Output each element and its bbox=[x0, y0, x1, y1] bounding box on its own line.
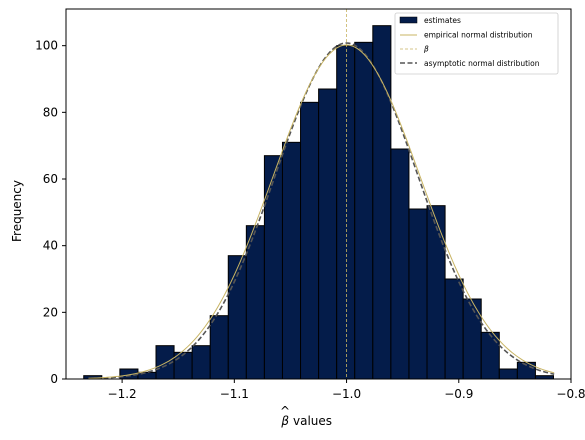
x-axis-label-text: values bbox=[293, 414, 332, 428]
histogram-bar bbox=[354, 41, 374, 380]
histogram-bar bbox=[191, 345, 211, 380]
legend-frame bbox=[394, 12, 559, 75]
histogram-bar bbox=[444, 278, 464, 380]
x-axis-label-hat-icon: ^ bbox=[280, 404, 290, 418]
histogram-bar bbox=[462, 298, 482, 380]
x-tick-label: −0.9 bbox=[444, 387, 473, 401]
legend-label-asymptotic: asymptotic normal distribution bbox=[424, 59, 540, 68]
legend: estimates empirical normal distribution … bbox=[394, 12, 559, 75]
histogram-bar bbox=[281, 141, 302, 380]
histogram-bar bbox=[408, 208, 428, 380]
histogram-bars bbox=[83, 25, 554, 380]
histogram-bar bbox=[300, 101, 320, 380]
y-tick-label: 80 bbox=[43, 105, 58, 119]
x-axis-label-symbol: β bbox=[280, 414, 289, 428]
legend-label-empirical: empirical normal distribution bbox=[424, 31, 533, 40]
histogram-bar bbox=[498, 368, 518, 380]
legend-swatch-estimates bbox=[399, 16, 418, 24]
histogram-bar bbox=[336, 45, 356, 380]
histogram-bar bbox=[209, 315, 229, 380]
x-tick-label: −1.2 bbox=[108, 387, 137, 401]
x-tick-label: −1.1 bbox=[220, 387, 249, 401]
y-tick-label: 100 bbox=[35, 39, 58, 53]
legend-label-beta: β bbox=[424, 45, 429, 54]
legend-label-estimates: estimates bbox=[424, 16, 461, 25]
y-tick-label: 40 bbox=[43, 239, 58, 253]
axes bbox=[65, 8, 572, 380]
histogram-bar bbox=[426, 205, 446, 380]
x-tick-label: −0.8 bbox=[556, 387, 585, 401]
histogram-bar bbox=[480, 331, 500, 380]
density-curves bbox=[88, 9, 555, 380]
y-tick-label: 0 bbox=[50, 372, 58, 386]
empirical-normal-curve bbox=[88, 44, 555, 379]
plot-frame bbox=[65, 8, 572, 380]
histogram-bar bbox=[318, 88, 338, 380]
histogram-bar bbox=[390, 148, 410, 380]
x-tick-label: −1.0 bbox=[332, 387, 361, 401]
y-axis-label: Frequency bbox=[10, 180, 24, 242]
x-axis-label: β ^ values bbox=[280, 404, 332, 428]
tick-marks: −1.2 −1.1 −1.0 −0.9 −0.8 0 20 40 60 80 100 bbox=[35, 39, 585, 401]
histogram-bar bbox=[263, 155, 283, 380]
y-tick-label: 60 bbox=[43, 172, 58, 186]
histogram-bar bbox=[372, 25, 392, 380]
y-tick-label: 20 bbox=[43, 305, 58, 319]
